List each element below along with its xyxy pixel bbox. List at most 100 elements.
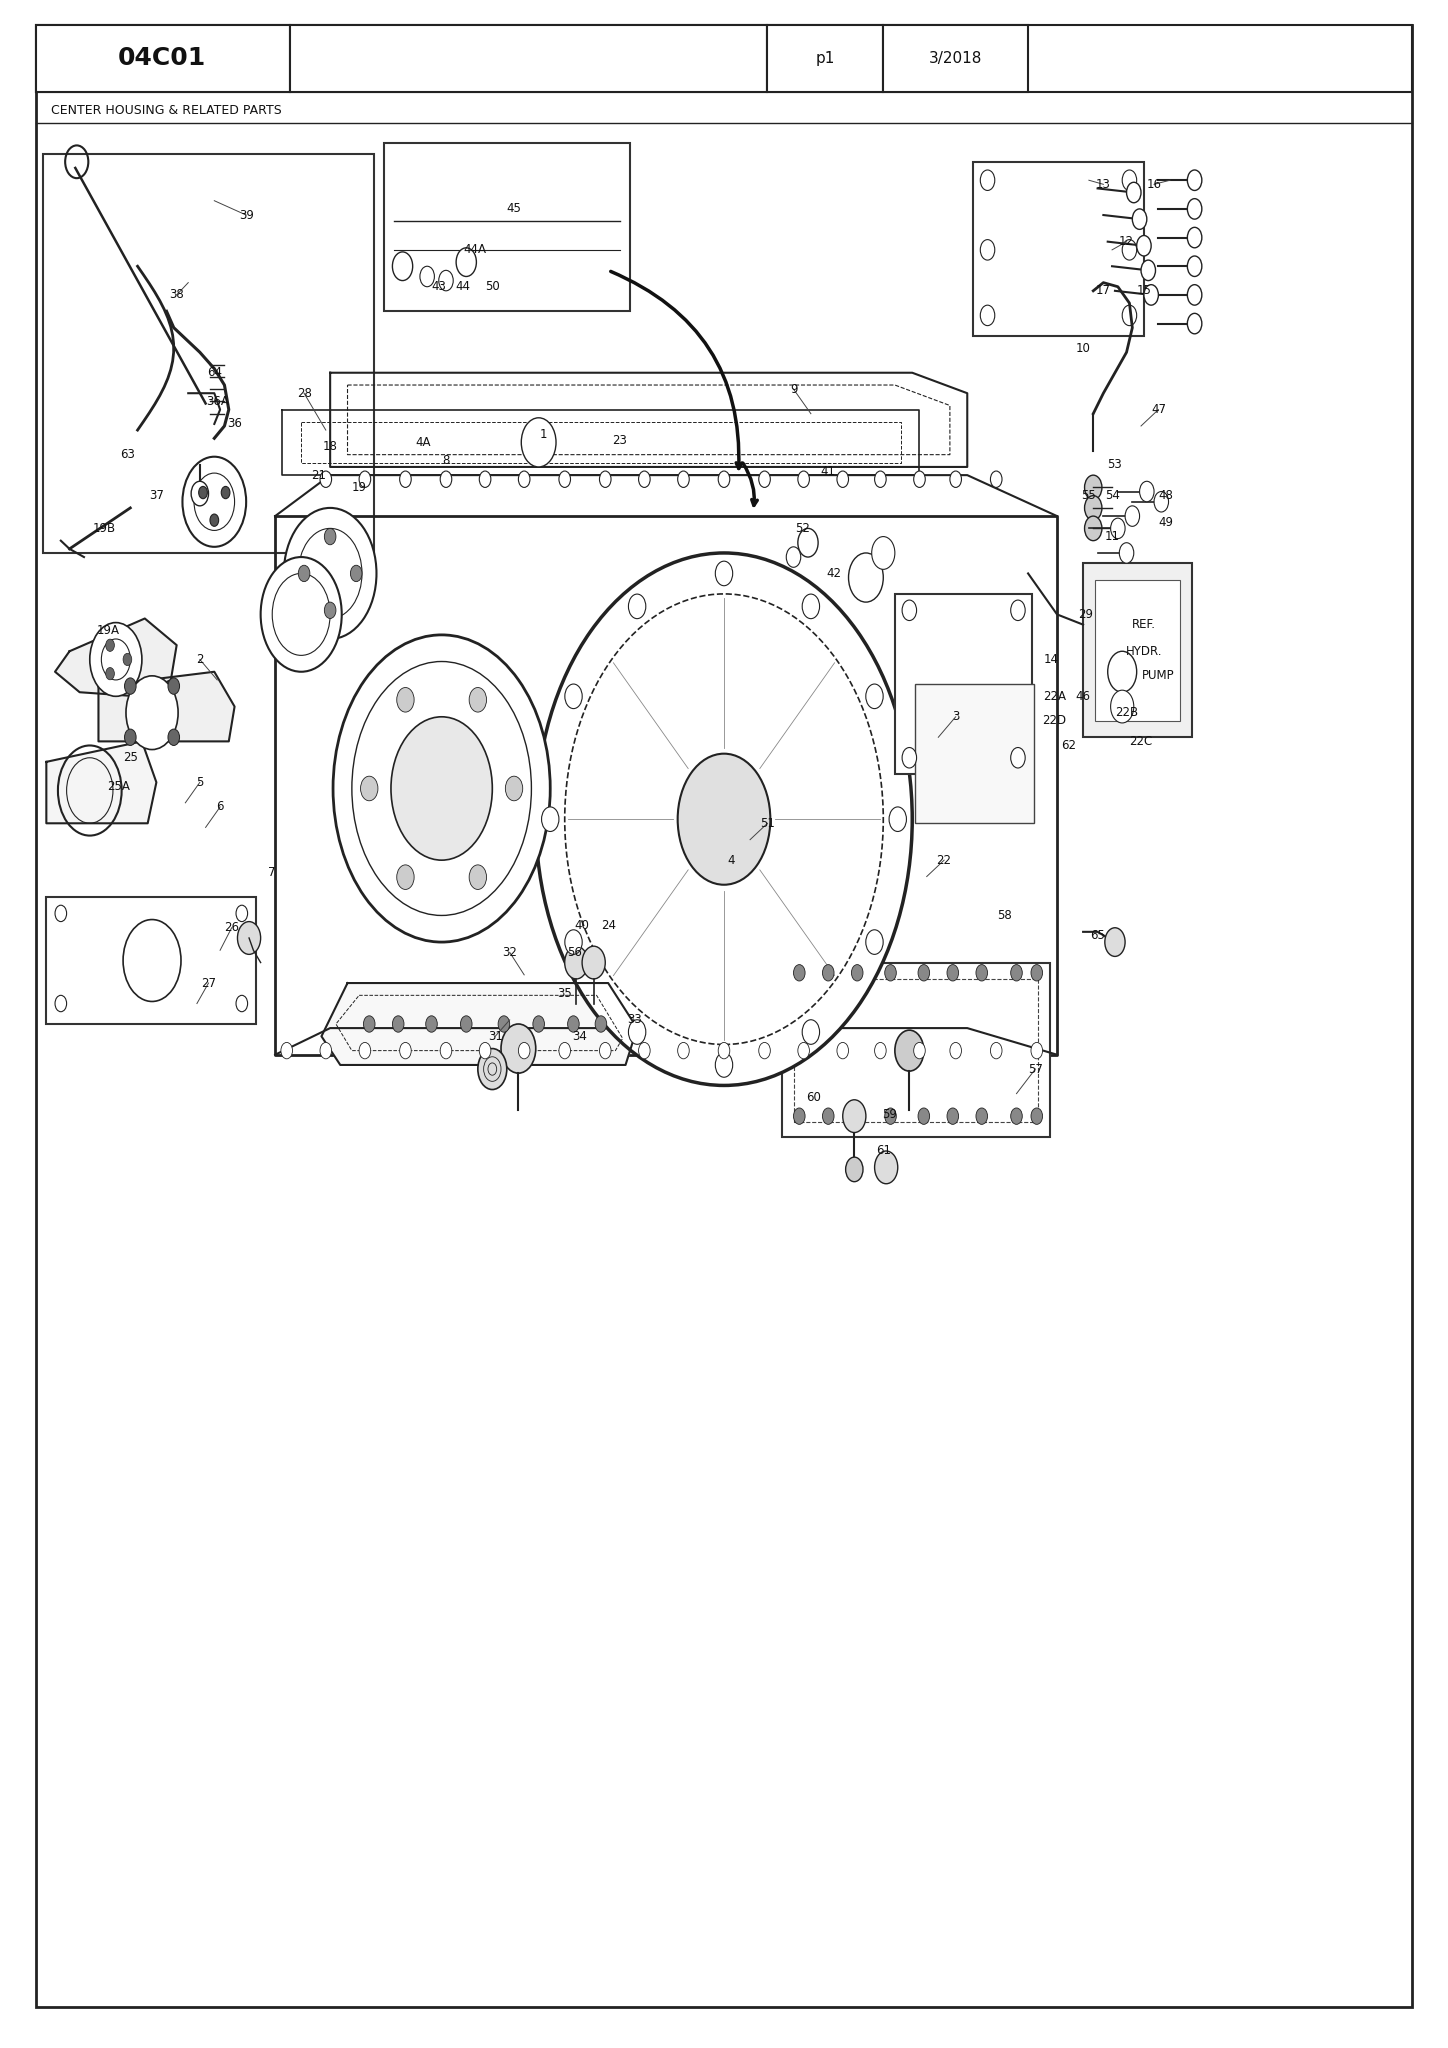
Circle shape [55, 995, 67, 1012]
Circle shape [1144, 285, 1158, 305]
Circle shape [1122, 170, 1137, 190]
Circle shape [846, 1157, 863, 1182]
Text: 28: 28 [297, 387, 311, 399]
Circle shape [400, 471, 411, 487]
Circle shape [191, 481, 209, 506]
Circle shape [1187, 313, 1202, 334]
Circle shape [333, 635, 550, 942]
Circle shape [794, 1108, 805, 1124]
Text: 42: 42 [827, 567, 841, 580]
Circle shape [1085, 496, 1102, 520]
Circle shape [123, 653, 132, 666]
Text: 15: 15 [1137, 285, 1151, 297]
Circle shape [272, 573, 330, 655]
Circle shape [715, 1053, 733, 1077]
Circle shape [990, 1042, 1002, 1059]
Text: 3: 3 [951, 711, 960, 723]
Circle shape [875, 471, 886, 487]
Text: 19: 19 [352, 481, 366, 494]
Text: 58: 58 [998, 909, 1012, 922]
Circle shape [284, 508, 376, 639]
Bar [915, 684, 1034, 823]
Circle shape [106, 668, 114, 680]
Circle shape [802, 1020, 820, 1044]
Circle shape [914, 1042, 925, 1059]
Circle shape [363, 1016, 375, 1032]
Text: 52: 52 [795, 522, 809, 535]
Circle shape [518, 1042, 530, 1059]
Circle shape [1031, 1042, 1043, 1059]
Circle shape [320, 1042, 332, 1059]
Circle shape [950, 1042, 961, 1059]
Circle shape [420, 266, 434, 287]
Text: 19B: 19B [93, 522, 116, 535]
Bar [36, 25, 290, 92]
Circle shape [106, 639, 114, 651]
Circle shape [559, 471, 571, 487]
Text: 18: 18 [323, 440, 337, 453]
Circle shape [469, 688, 487, 713]
Text: 50: 50 [485, 281, 500, 293]
Bar [973, 162, 1144, 336]
Bar [384, 143, 630, 311]
Text: 44: 44 [456, 281, 471, 293]
Text: 63: 63 [120, 449, 135, 461]
Circle shape [1011, 1108, 1022, 1124]
Circle shape [885, 1108, 896, 1124]
Circle shape [479, 1042, 491, 1059]
Circle shape [350, 565, 362, 582]
Circle shape [1140, 481, 1154, 502]
Circle shape [1031, 965, 1043, 981]
Circle shape [866, 930, 883, 954]
Bar [767, 25, 883, 92]
Circle shape [440, 471, 452, 487]
Circle shape [1105, 928, 1125, 956]
Circle shape [565, 684, 582, 709]
Circle shape [397, 864, 414, 889]
Text: 7: 7 [268, 866, 277, 879]
Text: HYDR.: HYDR. [1125, 645, 1163, 657]
Circle shape [125, 678, 136, 694]
Circle shape [324, 602, 336, 618]
Circle shape [851, 1108, 863, 1124]
Circle shape [1111, 518, 1125, 539]
Bar [1095, 580, 1180, 721]
Circle shape [568, 1016, 579, 1032]
Circle shape [885, 965, 896, 981]
Circle shape [1187, 170, 1202, 190]
Circle shape [440, 1042, 452, 1059]
Circle shape [261, 557, 342, 672]
Bar [782, 963, 1050, 1137]
Circle shape [595, 1016, 607, 1032]
Text: 26: 26 [224, 922, 239, 934]
Text: 65: 65 [1090, 930, 1105, 942]
Circle shape [123, 920, 181, 1001]
Circle shape [1187, 256, 1202, 276]
Bar [794, 979, 1038, 1122]
Text: 40: 40 [575, 920, 589, 932]
Circle shape [126, 676, 178, 750]
Circle shape [210, 514, 219, 526]
Text: 37: 37 [149, 489, 164, 502]
Circle shape [397, 688, 414, 713]
Circle shape [639, 1042, 650, 1059]
Circle shape [1085, 516, 1102, 541]
Circle shape [822, 965, 834, 981]
Text: 31: 31 [488, 1030, 502, 1042]
Circle shape [1154, 492, 1169, 512]
Text: 61: 61 [876, 1145, 891, 1157]
Circle shape [980, 170, 995, 190]
Text: 43: 43 [432, 281, 446, 293]
Text: 62: 62 [1061, 739, 1076, 752]
Text: 8: 8 [442, 455, 450, 467]
Bar [36, 25, 1412, 92]
Circle shape [1122, 305, 1137, 326]
Circle shape [980, 240, 995, 260]
Circle shape [439, 270, 453, 291]
Circle shape [902, 600, 917, 621]
Text: 13: 13 [1096, 178, 1111, 190]
Bar [1083, 563, 1192, 737]
Circle shape [628, 1020, 646, 1044]
Circle shape [639, 471, 650, 487]
Circle shape [718, 1042, 730, 1059]
